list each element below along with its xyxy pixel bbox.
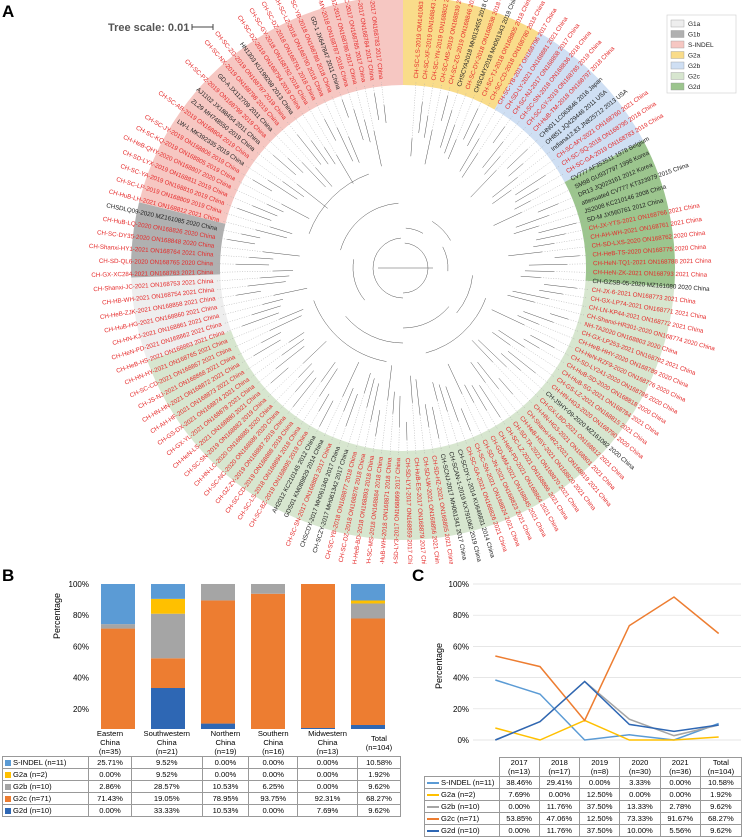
bar-segment-g2c: [201, 600, 235, 723]
bar-table-row: G2d (n=10)0.00%33.33%10.53%0.00%7.69%9.6…: [3, 805, 401, 817]
bar-segment-s-indel: [351, 584, 385, 601]
bar-segment-g2c: [151, 658, 185, 688]
legend-line-swatch: [427, 806, 439, 808]
line-y-tick-label: 40%: [453, 674, 469, 683]
line-category-label: 2018(n=17): [539, 758, 579, 777]
legend-swatch: [5, 760, 11, 766]
legend-line-swatch: [427, 794, 439, 796]
line-y-tick-label: 100%: [449, 580, 469, 589]
bar-series-group: [101, 584, 385, 740]
bar-y-tick-label: 80%: [73, 611, 89, 620]
line-data-table: 2017(n=13)2018(n=17)2019(n=8)2020(n=30)2…: [424, 757, 742, 837]
tree-legend-label: G2b: [688, 63, 701, 70]
line-y-tick-label: 20%: [453, 705, 469, 714]
tree-legend-swatch: [671, 73, 684, 80]
line-gridlines: [473, 584, 741, 740]
bar-y-tick-label: 20%: [73, 705, 89, 714]
tree-legend-swatch: [671, 20, 684, 27]
line-category-label: 2020(n=30): [620, 758, 660, 777]
bar-segment-g2c: [251, 594, 285, 740]
bar-y-tick-label: 60%: [73, 642, 89, 651]
line-category-label: 2017(n=13): [499, 758, 539, 777]
bar-segment-s-indel: [151, 584, 185, 599]
tree-legend-swatch: [671, 62, 684, 69]
bar-table-row: G2a (n=2)0.00%9.52%0.00%0.00%0.00%1.92%: [3, 769, 401, 781]
legend-line-swatch: [427, 818, 439, 820]
tree-legend-swatch: [671, 31, 684, 38]
bar-segment-g2b: [201, 584, 235, 600]
phylogenetic-tree: CH-SC-LS-2019 OM141063 2019 ChinaCH-SC-X…: [0, 0, 745, 564]
tree-legend-label: S-INDEL: [688, 42, 714, 49]
line-y-axis-label: Percentage: [434, 643, 444, 689]
legend-swatch: [5, 808, 11, 814]
tree-legend-swatch: [671, 41, 684, 48]
tree-legend-swatch: [671, 83, 684, 90]
legend-swatch: [5, 784, 11, 790]
legend-line-swatch: [427, 830, 439, 832]
line-category-label: 2021(n=36): [660, 758, 700, 777]
bar-segment-g2b: [151, 614, 185, 659]
bar-table-row: S-INDEL (n=11)25.71%9.52%0.00%0.00%0.00%…: [3, 757, 401, 769]
stacked-bar-chart: Percentage 0%20%40%60%80%100%: [0, 566, 405, 746]
line-table-row: G2b (n=10)0.00%11.76%37.50%13.33%2.78%9.…: [425, 801, 742, 813]
bar-segment-s-indel: [101, 584, 135, 624]
tree-leaf-label: CH-SD-QL6-2020 ON168765 2020 China: [99, 258, 214, 268]
bar-segment-g2a: [151, 599, 185, 614]
tree-legend-label: G2d: [688, 84, 701, 91]
bar-table-row: G2b (n=10)2.86%28.57%10.53%6.25%0.00%9.6…: [3, 781, 401, 793]
line-chart: Percentage 0% 20% 40% 60% 80% 100%: [408, 566, 745, 746]
tree-legend-label: G2c: [688, 74, 701, 81]
bar-y-axis-label: Percentage: [52, 593, 62, 639]
bar-segment-g2b: [351, 603, 385, 618]
tree-legend-label: G1b: [688, 32, 701, 39]
tree-legend: G1a G1b S-INDEL G2a G2b G2c G2d: [667, 15, 736, 93]
line-y-tick-label: 60%: [453, 642, 469, 651]
line-y-tick-label: 0%: [457, 736, 469, 745]
bar-table-row: G2c (n=71)71.43%19.05%78.95%93.75%92.31%…: [3, 793, 401, 805]
bar-segment-g2a: [351, 600, 385, 603]
bar-y-tick-label: 100%: [69, 580, 89, 589]
tree-legend-label: G1a: [688, 21, 701, 28]
bar-segment-g2c: [301, 584, 335, 728]
legend-line-swatch: [427, 782, 439, 784]
bar-segment-g2b: [101, 624, 135, 628]
line-table-row: S-INDEL (n=11)38.46%29.41%0.00%3.33%0.00…: [425, 777, 742, 789]
bar-y-tick-label: 40%: [73, 674, 89, 683]
tree-legend-label: G2a: [688, 53, 701, 60]
line-y-axis: 0% 20% 40% 60% 80% 100%: [449, 580, 469, 745]
line-category-label: Total(n=104): [700, 758, 741, 777]
tree-leaf-label: CH-SD-LY3-2017 ON168869 2017 China: [393, 457, 403, 564]
tree-scale-label: Tree scale: 0.01: [108, 22, 189, 34]
tree-leaf-label: CH-HeN-TQ1-2021 ON168788 2021 China: [593, 258, 712, 268]
bar-segment-g2c: [101, 629, 135, 740]
legend-swatch: [5, 796, 11, 802]
tree-scale-bar: [192, 24, 213, 30]
line-table-row: G2c (n=71)53.85%47.06%12.50%73.33%91.67%…: [425, 813, 742, 825]
line-y-tick-label: 80%: [453, 611, 469, 620]
line-category-label: 2019(n=8): [580, 758, 620, 777]
tree-legend-swatch: [671, 52, 684, 59]
tree-leaf-label: CH-SD-LY1-2017 ON168859 2017 China: [404, 458, 414, 564]
line-series-group: [495, 597, 718, 740]
bar-category-label: Total(n=104): [357, 729, 400, 757]
bar-segment-g2c: [351, 618, 385, 725]
legend-swatch: [5, 772, 11, 778]
line-table-row: G2a (n=2)7.69%0.00%12.50%0.00%0.00%1.92%: [425, 789, 742, 801]
line-table-row: G2d (n=10)0.00%11.76%37.50%10.00%5.56%9.…: [425, 825, 742, 837]
bar-segment-g2b: [251, 584, 285, 594]
